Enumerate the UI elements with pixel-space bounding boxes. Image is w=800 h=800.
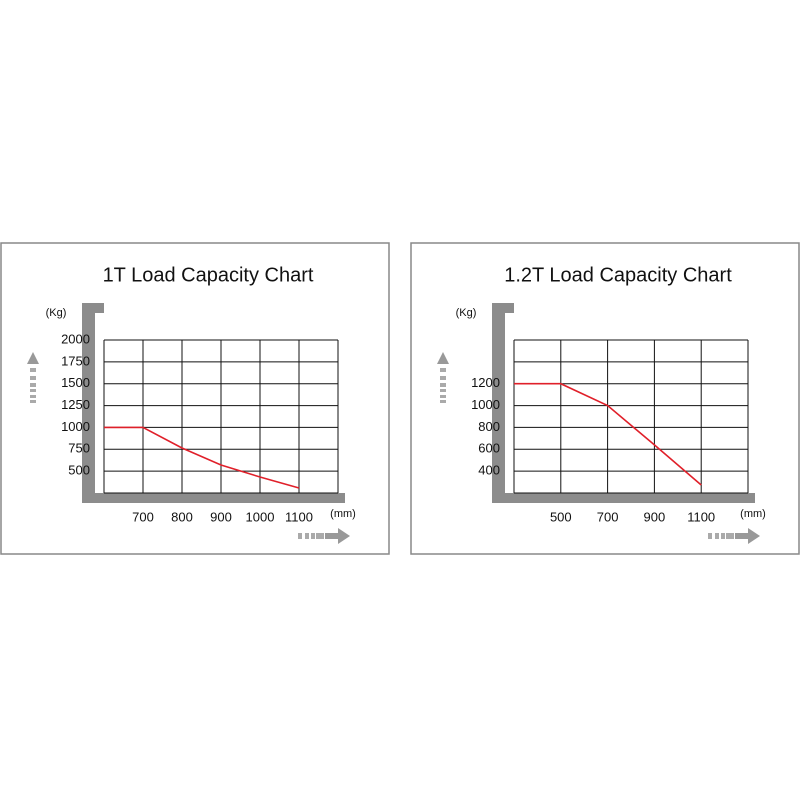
y-tick-label: 500 [68,463,90,478]
y-tick-label: 1000 [471,397,500,412]
right-arrow-dash [708,533,712,539]
x-tick-label: 500 [550,509,572,524]
y-tick-label: 750 [68,441,90,456]
up-arrow-dash [30,395,36,398]
y-tick-label: 2000 [61,331,90,346]
right-arrow-dash [715,533,719,539]
y-axis-label: (Kg) [456,307,477,319]
x-tick-label: 700 [132,509,154,524]
chart-title: 1T Load Capacity Chart [103,264,314,286]
right-arrow-dash [311,533,315,539]
y-axis-label: (Kg) [46,307,67,319]
up-arrow-dash [30,376,36,380]
right-arrow-dash [320,533,324,539]
x-tick-label: 800 [171,509,193,524]
up-arrow-head [27,352,39,364]
y-tick-label: 400 [478,463,500,478]
right-arrow-body [735,533,749,539]
y-tick-label: 1200 [471,375,500,390]
up-arrow-dash [440,400,446,403]
y-tick-label: 1750 [61,353,90,368]
right-arrow-dash [305,533,309,539]
up-arrow-dash [30,400,36,403]
up-arrow-dash [30,368,36,372]
data-line [104,426,300,489]
x-tick-label: 1100 [687,509,715,524]
right-arrow-head [338,528,350,544]
right-arrow-dash [298,533,302,539]
x-tick-label: 1100 [285,509,313,524]
right-arrow-dash [316,533,320,539]
x-axis-label: (mm) [740,508,766,520]
chart-title: 1.2T Load Capacity Chart [504,264,732,286]
x-axis-label: (mm) [330,508,356,520]
up-arrow-dash [440,383,446,387]
chart-panel: 1T Load Capacity Chart (Kg) (mm) 500 750 1000… [0,242,390,555]
up-arrow-dash [440,395,446,398]
right-arrow-dash [726,533,730,539]
x-tick-label: 700 [597,509,619,524]
right-arrow-body [325,533,339,539]
up-arrow-dash [440,389,446,392]
up-arrow-dash [30,383,36,387]
y-tick-label: 1000 [61,419,90,434]
y-tick-label: 1250 [61,397,90,412]
x-tick-label: 900 [644,509,666,524]
up-arrow-dash [440,368,446,372]
y-tick-label: 800 [478,419,500,434]
chart-panel: 1.2T Load Capacity Chart (Kg) (mm) 400 600 80… [410,242,800,555]
right-arrow-dash [730,533,734,539]
right-arrow-dash [721,533,725,539]
data-line [514,382,702,486]
y-tick-label: 1500 [61,375,90,390]
up-arrow-dash [30,389,36,392]
up-arrow-head [437,352,449,364]
y-tick-label: 600 [478,441,500,456]
x-tick-label: 900 [210,509,232,524]
right-arrow-head [748,528,760,544]
up-arrow-dash [440,376,446,380]
x-tick-label: 1000 [246,509,275,524]
